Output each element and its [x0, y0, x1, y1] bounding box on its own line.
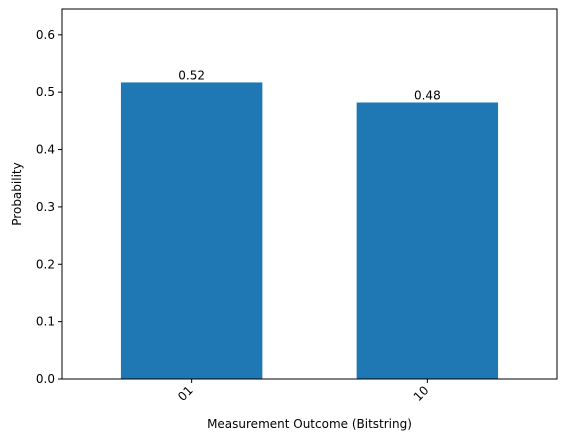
y-tick-label: 0.4 — [36, 143, 55, 157]
y-tick-label: 0.3 — [36, 200, 55, 214]
y-tick-label: 0.2 — [36, 257, 55, 271]
bars-layer — [121, 82, 498, 379]
bar-01 — [121, 82, 262, 379]
y-tick-label: 0.0 — [36, 372, 55, 386]
y-axis: 0.0 0.1 0.2 0.3 0.4 0.5 0.6 — [36, 28, 62, 386]
x-tick-label-01: 01 — [175, 383, 196, 404]
bar-10 — [357, 103, 498, 379]
bar-value-label-10: 0.48 — [414, 89, 441, 103]
y-tick-label: 0.6 — [36, 28, 55, 42]
y-axis-label: Probability — [10, 162, 24, 225]
bar-value-label-01: 0.52 — [178, 68, 205, 82]
y-tick-label: 0.5 — [36, 85, 55, 99]
x-tick-label-10: 10 — [411, 383, 432, 404]
x-axis: 01 10 — [175, 379, 431, 404]
x-axis-label: Measurement Outcome (Bitstring) — [207, 417, 412, 431]
y-tick-label: 0.1 — [36, 315, 55, 329]
